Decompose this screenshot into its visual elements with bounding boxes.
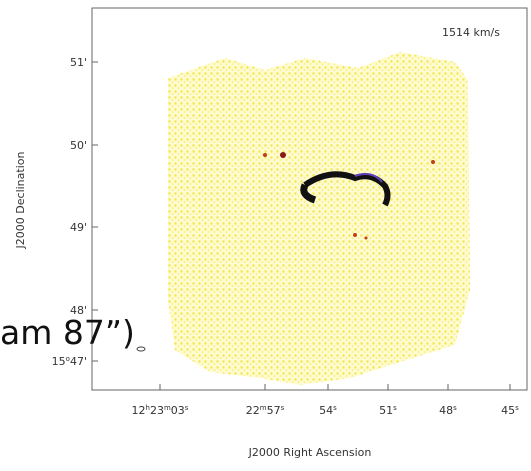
tick-part: 57 <box>267 404 281 417</box>
tick-part: 03 <box>171 404 185 417</box>
y-tick-label: 49' <box>70 221 87 234</box>
tick-part: o <box>66 355 70 363</box>
contour <box>354 173 383 183</box>
tick-part: 50' <box>70 139 87 152</box>
tick-part: 47' <box>70 355 87 368</box>
spot <box>280 152 286 158</box>
beam <box>136 346 146 352</box>
tick-part: 15 <box>52 355 66 368</box>
tick-part: 48 <box>439 404 453 417</box>
ticks <box>92 61 511 390</box>
tick-part: 54 <box>319 404 333 417</box>
emission-arc <box>303 171 391 207</box>
tick-part: 48' <box>70 304 87 317</box>
tick-part: 51' <box>70 56 87 69</box>
tick-part: 23 <box>150 404 164 417</box>
spot <box>364 236 368 240</box>
tick-part: s <box>393 404 397 412</box>
tick-part: s <box>453 404 457 412</box>
tick-part: 51 <box>379 404 393 417</box>
emission-map <box>168 52 470 385</box>
y-tick-label: 50' <box>70 139 87 152</box>
tick-part: m <box>260 404 267 412</box>
spot <box>431 160 435 164</box>
spot <box>353 233 357 237</box>
x-tick-label: 22m57s <box>246 404 285 417</box>
y-axis-label: J2000 Declination <box>14 152 27 250</box>
y-tick-label: 15o47' <box>52 355 87 368</box>
emission-arc-end <box>300 183 317 204</box>
y-tick-label: 48' <box>70 304 87 317</box>
tick-part: s <box>333 404 337 412</box>
tick-part: m <box>164 404 171 412</box>
x-tick-label: 45s <box>501 404 519 417</box>
x-tick-label: 48s <box>439 404 457 417</box>
spot <box>263 153 267 157</box>
x-axis-label: J2000 Right Ascension <box>248 446 372 459</box>
overlay-text: am 87”) <box>0 313 135 352</box>
tick-part: 12 <box>132 404 146 417</box>
x-tick-label: 51s <box>379 404 397 417</box>
tick-part: 22 <box>246 404 260 417</box>
y-tick-label: 51' <box>70 56 87 69</box>
tick-part: s <box>281 404 285 412</box>
tick-part: 49' <box>70 221 87 234</box>
velocity-label: 1514 km/s <box>442 26 500 39</box>
tick-part: s <box>185 404 189 412</box>
tick-part: h <box>146 404 150 412</box>
x-tick-label: 54s <box>319 404 337 417</box>
tick-part: 45 <box>501 404 515 417</box>
x-tick-label: 12h23m03s <box>132 404 189 417</box>
tick-part: s <box>515 404 519 412</box>
